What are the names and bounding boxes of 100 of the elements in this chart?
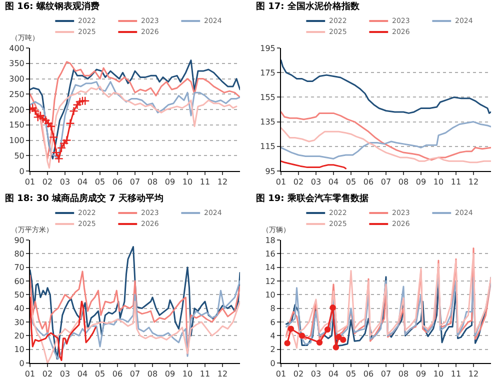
x-tick-label: 01	[24, 178, 36, 187]
x-tick-label: 12	[468, 178, 479, 187]
point	[81, 96, 90, 105]
y-tick-label: 155	[260, 93, 276, 102]
point	[284, 340, 290, 346]
point	[332, 344, 340, 350]
x-tick-label: 04	[77, 178, 88, 187]
x-tick-label: 03	[60, 370, 70, 379]
y-tick-label: 135	[260, 118, 276, 127]
y-tick-label: 90	[14, 236, 24, 245]
x-tick-label: 01	[24, 370, 36, 379]
y-tick-label: 20	[14, 331, 24, 340]
chart-title: 图 19: 乘联会汽车零售数据	[256, 193, 368, 204]
x-tick-label: 02	[42, 178, 53, 187]
x-tick-label: 08	[147, 370, 158, 379]
y-tick-label: 0	[270, 358, 276, 368]
y-tick-label: 8	[270, 304, 276, 314]
point	[336, 334, 342, 340]
x-tick-label: 04	[328, 370, 339, 379]
chart-title: 图 17: 全国水泥价格指数	[256, 1, 360, 12]
y-tick-label: 200	[9, 105, 24, 114]
x-tick-label: 11	[200, 178, 210, 187]
y-tick-label: 12	[265, 276, 276, 286]
line-series	[281, 60, 491, 114]
x-tick-label: 06	[363, 178, 374, 187]
x-tick-label: 07	[130, 178, 140, 187]
x-tick-label: 10	[182, 178, 193, 187]
point	[76, 98, 84, 106]
x-tick-label: 07	[130, 370, 140, 379]
y-tick-label: 18	[265, 236, 276, 245]
x-tick-label: 02	[42, 370, 53, 379]
x-tick-label: 10	[433, 370, 444, 379]
y-tick-label: 10	[14, 345, 24, 354]
point	[70, 106, 78, 116]
x-tick-label: 09	[416, 178, 426, 187]
x-tick-label: 03	[60, 178, 70, 187]
x-tick-label: 05	[94, 370, 106, 379]
x-tick-label: 08	[398, 178, 409, 187]
y-tick-label: 300	[9, 74, 24, 84]
point	[60, 139, 68, 148]
line-series	[281, 127, 491, 164]
line-series	[281, 121, 491, 160]
y-tick-label: 70	[14, 263, 24, 272]
y-tick-label: 350	[9, 59, 24, 68]
point	[288, 326, 294, 332]
point	[324, 326, 331, 333]
x-tick-label: 12	[217, 370, 228, 379]
x-tick-label: 03	[310, 178, 322, 187]
x-tick-label: 01	[276, 370, 286, 379]
y-tick-label: 115	[260, 142, 276, 152]
chart-title: 图 18: 30 城商品房成交 7 天移动平均	[4, 193, 164, 204]
x-tick-label: 04	[328, 178, 339, 187]
x-tick-label: 12	[217, 178, 228, 187]
x-tick-label: 11	[450, 370, 462, 379]
point	[50, 133, 58, 142]
x-tick-label: 12	[468, 370, 479, 379]
x-tick-label: 05	[346, 370, 356, 379]
x-tick-label: 02	[293, 370, 304, 379]
y-tick-label: 50	[14, 151, 24, 160]
y-tick-label: 2	[270, 345, 276, 354]
y-tick-label: 95	[265, 166, 276, 176]
x-tick-label: 09	[416, 370, 426, 379]
y-tick-label: 0	[19, 166, 24, 176]
y-tick-label: 195	[260, 44, 276, 53]
x-tick-label: 09	[164, 178, 176, 187]
x-tick-label: 10	[182, 370, 193, 379]
point	[66, 119, 74, 128]
y-tick-label: 30	[14, 318, 24, 327]
x-tick-label: 02	[293, 178, 304, 187]
y-tick-label: 16	[265, 249, 276, 258]
x-tick-label: 05	[94, 178, 106, 187]
x-tick-label: 11	[450, 178, 462, 187]
point	[57, 144, 66, 152]
y-tick-label: 50	[14, 290, 24, 300]
point	[340, 336, 346, 343]
line-series	[30, 296, 96, 362]
x-tick-label: 06	[112, 178, 123, 187]
y-tick-label: 40	[14, 304, 24, 314]
x-tick-label: 10	[433, 178, 444, 187]
y-tick-label: 100	[9, 136, 24, 146]
point	[62, 136, 71, 144]
point	[330, 304, 336, 311]
x-tick-label: 07	[380, 370, 392, 379]
line-series	[281, 111, 491, 161]
x-tick-label: 08	[147, 178, 158, 187]
y-tick-label: 14	[265, 263, 276, 272]
x-tick-label: 06	[363, 370, 374, 379]
point	[316, 339, 323, 346]
point	[73, 100, 82, 109]
y-tick-label: 400	[9, 44, 24, 53]
x-tick-label: 11	[200, 370, 210, 379]
x-tick-label: 09	[164, 370, 176, 379]
line-series	[30, 81, 240, 160]
y-tick-label: 150	[9, 120, 24, 130]
line-series	[30, 280, 240, 360]
y-tick-label: 175	[260, 68, 276, 78]
x-tick-label: 06	[112, 370, 123, 379]
x-tick-label: 05	[346, 178, 356, 187]
y-tick-label: 250	[9, 90, 24, 99]
x-tick-label: 01	[276, 178, 286, 187]
